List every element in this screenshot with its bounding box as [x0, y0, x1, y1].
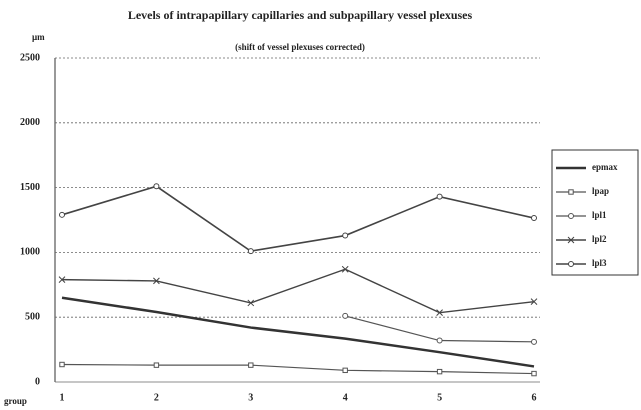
point: [58, 276, 66, 283]
y-tick-label: 0: [35, 376, 40, 387]
point: [59, 211, 65, 218]
point: [153, 362, 160, 368]
series-line: [61, 363, 535, 375]
legend-box: [551, 149, 639, 276]
series-line: [61, 185, 535, 252]
point: [436, 368, 443, 375]
point: [436, 309, 443, 317]
y-tick-label: 1000: [20, 247, 40, 258]
legend-label: epmax: [592, 162, 618, 172]
point: [436, 193, 443, 200]
legend-label: lpap: [592, 186, 609, 196]
series-line: [61, 268, 535, 314]
legend-label: lpl1: [592, 210, 607, 220]
x-tick-label: 6: [532, 392, 537, 403]
point: [531, 370, 537, 377]
point: [342, 367, 348, 374]
x-tick-label: 5: [437, 392, 442, 403]
point: [342, 312, 349, 319]
point: [531, 338, 537, 345]
legend-label: lpl3: [592, 258, 607, 268]
point: [153, 277, 160, 285]
y-tick-label: 500: [25, 311, 40, 322]
legend-marker: [568, 213, 574, 219]
point: [531, 215, 537, 222]
point: [530, 298, 538, 306]
legend-marker: [568, 189, 574, 195]
y-tick-label: 2500: [20, 52, 40, 63]
x-axis-label: group: [4, 396, 27, 406]
chart-title: Levels of intrapapillary capillaries and…: [128, 8, 473, 22]
y-axis-label: µm: [32, 32, 45, 42]
legend-label: lpl2: [592, 234, 607, 244]
x-tick-label: 1: [60, 392, 65, 403]
point: [436, 337, 443, 344]
legend-marker: [567, 236, 575, 244]
point: [247, 299, 255, 307]
point: [248, 362, 254, 368]
chart-subtitle: (shift of vessel plexuses corrected): [235, 42, 365, 52]
point: [59, 361, 65, 368]
x-tick-label: 3: [248, 392, 253, 403]
legend-marker: [568, 261, 574, 267]
x-tick-label: 4: [343, 392, 348, 403]
point: [342, 232, 349, 239]
x-tick-label: 2: [154, 392, 159, 403]
point: [153, 183, 160, 190]
point: [247, 248, 254, 255]
series-line: [61, 296, 535, 368]
y-tick-label: 2000: [20, 117, 40, 128]
point: [341, 265, 349, 273]
y-tick-label: 1500: [20, 182, 40, 193]
